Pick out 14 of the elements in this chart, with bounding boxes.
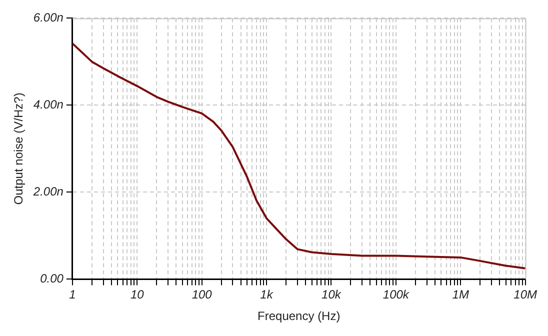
x-tick-label: 1M <box>452 288 469 302</box>
y-tick-label: 0.00 <box>40 272 64 286</box>
x-axis-title: Frequency (Hz) <box>258 309 340 324</box>
x-tick-label: 1k <box>260 288 274 302</box>
y-axis-title: Output noise (V/Hz?) <box>12 92 26 205</box>
x-tick-label: 100 <box>192 288 212 302</box>
y-tick-label: 4.00n <box>33 98 64 112</box>
x-tick-label: 10 <box>130 288 144 302</box>
y-tick-label: 2.00n <box>32 184 64 199</box>
x-tick-label: 100k <box>382 288 410 302</box>
y-tick-label: 6.00n <box>33 10 64 25</box>
x-tick-label: 1 <box>69 288 76 302</box>
x-tick-label: 10k <box>322 288 342 302</box>
x-tick-label: 10M <box>514 288 538 302</box>
